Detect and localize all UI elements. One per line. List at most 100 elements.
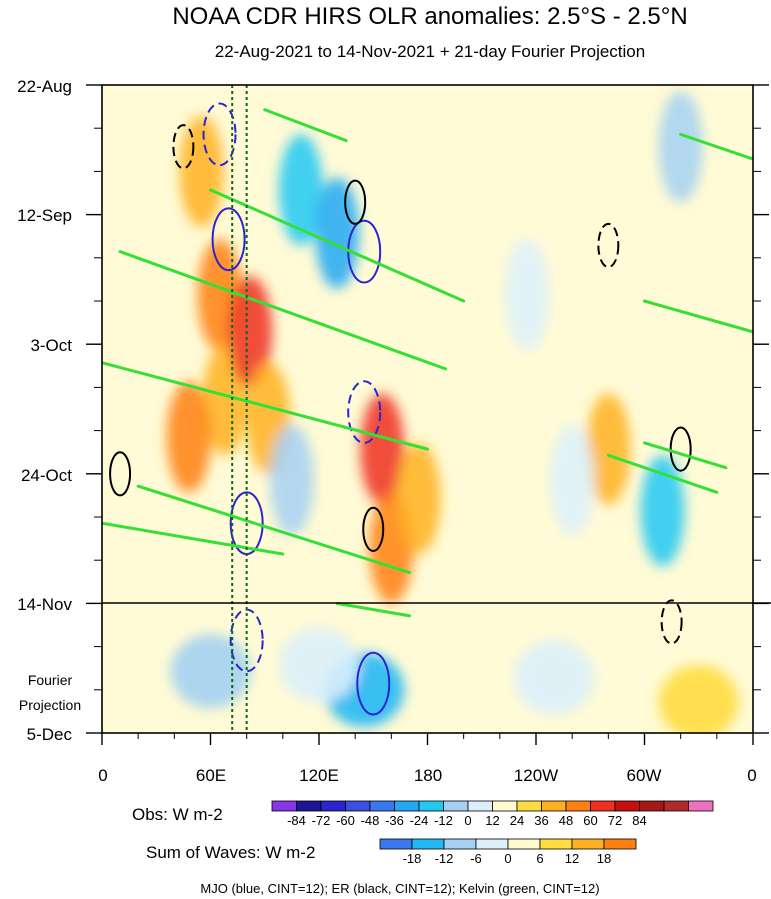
colorbar-swatch (516, 800, 542, 812)
kelvin-contour (209, 188, 466, 303)
waves-legend: Sum of Waves: W m-2 -18 -12 -6 0 6 12 18 (146, 838, 637, 866)
colorbar-swatch (571, 838, 605, 850)
kelvin-contour (643, 299, 753, 334)
mjo-contour (347, 380, 382, 444)
er-contour (669, 426, 692, 472)
colorbar-swatch (296, 800, 322, 812)
colorbar-swatch (443, 800, 469, 812)
waves-colorbar-label: -18 (403, 851, 422, 866)
colorbar-swatch (271, 800, 297, 812)
y-tick-label: 14-Nov (17, 595, 72, 614)
kelvin-contour (679, 132, 753, 161)
obs-colorbar-label: 0 (464, 813, 471, 828)
colorbar-swatch (369, 800, 395, 812)
obs-colorbar-label: 84 (632, 813, 646, 828)
anomaly-region (396, 442, 441, 555)
waves-colorbar-label: 18 (597, 851, 611, 866)
obs-colorbar-label: -12 (434, 813, 453, 828)
x-tick-label: 60W (627, 766, 662, 785)
anomaly-region (278, 134, 323, 246)
obs-colorbar-label: 48 (559, 813, 573, 828)
colorbar-swatch (663, 800, 689, 812)
obs-legend-title: Obs: W m-2 (132, 805, 223, 824)
colorbar-swatch (507, 838, 541, 850)
er-contour (172, 124, 195, 170)
kelvin-contour (643, 441, 728, 470)
anomaly-region (504, 239, 549, 351)
obs-colorbar-label: 60 (583, 813, 597, 828)
y-tick-label: 5-Dec (27, 725, 73, 744)
waves-colorbar-labels: -18 -12 -6 0 6 12 18 (403, 851, 612, 866)
mjo-contour (211, 207, 246, 272)
x-tick-label: 60E (196, 766, 226, 785)
x-axis-labels: 0 60E 120E 180 120W 60W 0 (98, 766, 756, 785)
projection-label-line2: Projection (19, 697, 81, 713)
obs-colorbar-label: 72 (608, 813, 622, 828)
kelvin-contour (102, 361, 429, 451)
kelvin-contour (136, 484, 411, 575)
colorbar-swatch (467, 800, 493, 812)
obs-colorbar-label: -24 (410, 813, 429, 828)
reference-lines (231, 85, 248, 733)
kelvin-contour (263, 108, 348, 143)
colorbar-swatch (590, 800, 616, 812)
obs-colorbar-label: 36 (534, 813, 548, 828)
colorbar-swatch (603, 838, 637, 850)
projection-anomaly-field (170, 628, 739, 733)
mjo-contour (202, 102, 237, 167)
waves-colorbar (379, 838, 637, 850)
x-tick-label: 120E (299, 766, 339, 785)
y-tick-label: 22-Aug (17, 77, 72, 96)
anomaly-region (360, 393, 405, 505)
y-tick-label: 24-Oct (21, 466, 72, 485)
projection-label-line1: Fourier (28, 672, 73, 688)
x-tick-label: 120W (514, 766, 558, 785)
obs-legend: Obs: W m-2 -84 -72 -60 -48 -36 -24 -12 0 12 24 36 4… (132, 800, 714, 828)
chart-subtitle: 22-Aug-2021 to 14-Nov-2021 + 21-day Four… (215, 42, 645, 61)
colorbar-swatch (345, 800, 371, 812)
plot-area (86, 84, 771, 745)
waves-legend-title: Sum of Waves: W m-2 (146, 843, 315, 862)
waves-colorbar-label: 6 (536, 851, 543, 866)
colorbar-swatch (475, 838, 509, 850)
y-axis-labels: 22-Aug 12-Sep 3-Oct 24-Oct 14-Nov 5-Dec … (17, 77, 81, 744)
obs-colorbar-label: -72 (312, 813, 331, 828)
kelvin-contour (606, 453, 719, 494)
wave-contours (102, 102, 753, 716)
colorbar-swatch (411, 838, 445, 850)
obs-colorbar (271, 800, 714, 812)
colorbar-swatch (443, 838, 477, 850)
obs-colorbar-label: -84 (287, 813, 306, 828)
er-contour (344, 179, 367, 225)
obs-colorbar-labels: -84 -72 -60 -48 -36 -24 -12 0 12 24 36 48 60 72 84 (287, 813, 647, 828)
obs-colorbar-label: -48 (361, 813, 380, 828)
x-tick-label: 180 (414, 766, 442, 785)
kelvin-contour (118, 250, 448, 371)
colorbar-swatch (492, 800, 518, 812)
anomaly-region (658, 91, 703, 203)
er-contour (597, 222, 620, 269)
er-contour (362, 506, 385, 552)
anomaly-region (640, 455, 685, 567)
obs-colorbar-label: -36 (385, 813, 404, 828)
er-contour (109, 451, 132, 497)
colorbar-swatch (539, 838, 573, 850)
y-tick-label: 3-Oct (30, 336, 72, 355)
waves-colorbar-label: -6 (470, 851, 482, 866)
anomaly-region (550, 424, 595, 536)
anomaly-region (179, 115, 224, 227)
y-tick-label: 12-Sep (17, 206, 72, 225)
kelvin-contour (335, 601, 411, 618)
colorbar-swatch (394, 800, 420, 812)
er-contour (660, 599, 683, 645)
waves-colorbar-label: 0 (504, 851, 511, 866)
colorbar-swatch (688, 800, 714, 812)
projection-region (279, 628, 359, 703)
anomaly-region (166, 381, 211, 493)
anomaly-region (586, 393, 631, 505)
obs-colorbar-label: 12 (485, 813, 499, 828)
colorbar-swatch (565, 800, 591, 812)
colorbar-swatch (418, 800, 444, 812)
anomaly-region (269, 424, 314, 536)
